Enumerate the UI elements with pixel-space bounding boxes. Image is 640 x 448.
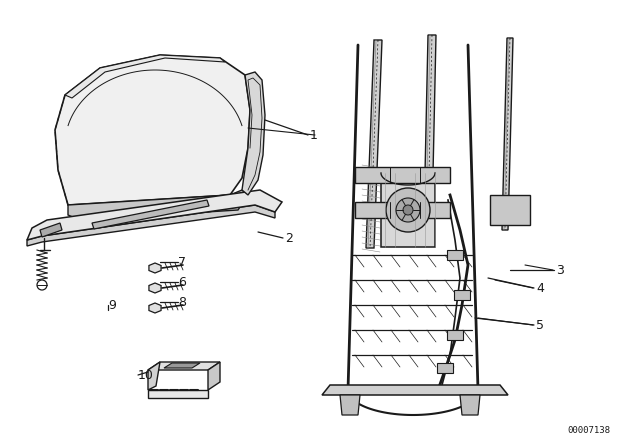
Polygon shape (460, 395, 480, 415)
Text: 00007138: 00007138 (567, 426, 610, 435)
Polygon shape (502, 38, 513, 230)
Polygon shape (447, 250, 463, 260)
Polygon shape (355, 167, 450, 183)
Circle shape (403, 205, 413, 215)
Polygon shape (148, 362, 160, 390)
Polygon shape (424, 35, 436, 220)
Text: 10: 10 (138, 369, 154, 382)
Polygon shape (340, 395, 360, 415)
Polygon shape (149, 263, 161, 273)
Polygon shape (164, 363, 200, 368)
Polygon shape (490, 195, 530, 225)
Text: 2: 2 (285, 232, 293, 245)
Polygon shape (366, 40, 382, 248)
Polygon shape (322, 385, 508, 395)
Polygon shape (242, 72, 265, 195)
Polygon shape (381, 173, 435, 247)
Polygon shape (27, 205, 275, 246)
Text: 1: 1 (310, 129, 318, 142)
Polygon shape (447, 330, 463, 340)
Polygon shape (149, 283, 161, 293)
Polygon shape (148, 390, 208, 398)
Text: 3: 3 (556, 263, 564, 276)
Polygon shape (92, 200, 209, 229)
Text: 4: 4 (536, 281, 544, 294)
Circle shape (396, 198, 420, 222)
Polygon shape (148, 362, 220, 370)
Polygon shape (27, 190, 282, 240)
Polygon shape (65, 55, 225, 98)
Text: 8: 8 (178, 296, 186, 309)
Polygon shape (68, 190, 248, 220)
Polygon shape (149, 303, 161, 313)
Text: 7: 7 (178, 255, 186, 268)
Polygon shape (454, 290, 470, 300)
Text: 5: 5 (536, 319, 544, 332)
Polygon shape (208, 362, 220, 390)
Text: 6: 6 (178, 276, 186, 289)
Polygon shape (437, 363, 453, 373)
Polygon shape (355, 202, 450, 218)
Polygon shape (40, 223, 62, 237)
Polygon shape (55, 55, 250, 205)
Text: 9: 9 (108, 298, 116, 311)
Circle shape (386, 188, 430, 232)
